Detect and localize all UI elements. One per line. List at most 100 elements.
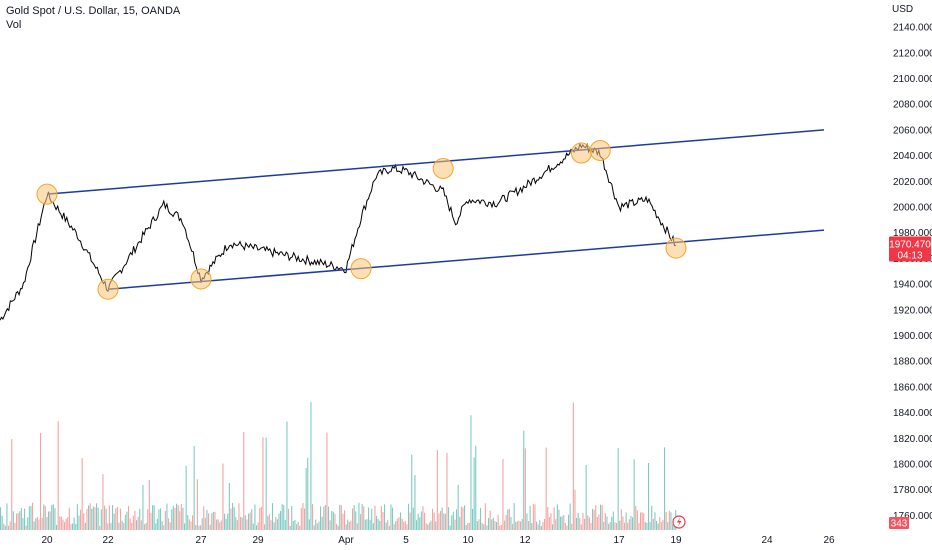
touch-point-marker[interactable] xyxy=(570,142,592,164)
channel-lower-line[interactable] xyxy=(107,229,825,290)
volume-bar xyxy=(435,521,437,530)
volume-bar xyxy=(228,483,230,530)
volume-bar xyxy=(52,504,54,530)
volume-bar xyxy=(65,518,67,530)
volume-bar xyxy=(307,457,309,530)
volume-bar xyxy=(144,524,146,530)
volume-bar xyxy=(635,505,637,530)
volume-bar xyxy=(121,520,123,530)
touch-point-marker[interactable] xyxy=(589,139,611,161)
price-tick-label: 1980.000 xyxy=(893,228,932,239)
volume-bar xyxy=(667,522,669,530)
volume-bar xyxy=(260,506,262,530)
volume-bar xyxy=(579,518,581,530)
volume-bar xyxy=(348,522,350,530)
price-axis[interactable]: USD 2140.000 2120.000 2100.000 2080.000 2060… xyxy=(892,4,932,522)
volume-bar xyxy=(612,511,614,530)
volume-label[interactable]: Vol xyxy=(6,19,22,31)
volume-bar xyxy=(209,524,211,530)
volume-bar xyxy=(633,459,635,530)
volume-bar xyxy=(590,523,592,530)
volume-bar xyxy=(452,511,454,530)
time-axis[interactable]: 20 22 27 29 Apr 5 10 12 17 19 24 26 xyxy=(41,535,835,546)
volume-bar xyxy=(107,523,109,530)
volume-bar xyxy=(153,505,155,530)
volume-bar xyxy=(216,519,218,530)
volume-bar xyxy=(417,513,419,530)
volume-bar xyxy=(523,430,525,530)
volume-bar xyxy=(544,519,546,530)
volume-bar xyxy=(476,521,478,530)
volume-bar xyxy=(425,523,427,530)
volume-bar xyxy=(582,512,584,530)
volume-bar xyxy=(180,504,182,530)
volume-bar xyxy=(73,517,75,530)
volume-bar xyxy=(592,508,594,530)
volume-bar xyxy=(171,509,173,530)
volume-bar xyxy=(80,509,82,530)
volume-bar xyxy=(296,524,298,530)
touch-point-marker[interactable] xyxy=(432,157,454,179)
volume-bar xyxy=(350,520,352,530)
lightning-icon[interactable] xyxy=(672,515,686,529)
volume-bar xyxy=(272,503,274,530)
volume-bar xyxy=(161,521,163,530)
volume-bar xyxy=(444,513,446,530)
volume-bar xyxy=(545,447,547,530)
volume-bar xyxy=(609,522,611,530)
volume-bar xyxy=(540,526,542,530)
volume-bar xyxy=(411,454,413,530)
volume-bar xyxy=(600,504,602,530)
time-tick-label: 20 xyxy=(41,535,53,546)
volume-bar xyxy=(115,508,117,530)
volume-bar xyxy=(89,503,91,530)
volume-bar xyxy=(344,510,346,530)
touch-point-marker[interactable] xyxy=(665,237,687,259)
volume-bar xyxy=(499,525,501,530)
volume-bar xyxy=(513,503,515,530)
volume-bar xyxy=(203,506,205,530)
volume-bar xyxy=(35,518,37,530)
touch-point-marker[interactable] xyxy=(36,183,58,205)
volume-bar xyxy=(59,516,61,530)
volume-bar xyxy=(427,524,429,530)
volume-bar xyxy=(588,517,590,530)
volume-bar xyxy=(94,507,96,530)
volume-bar xyxy=(561,516,563,530)
symbol-title[interactable]: Gold Spot / U.S. Dollar, 15, OANDA xyxy=(6,5,181,17)
volume-bar xyxy=(286,421,288,530)
volume-bar xyxy=(654,512,656,530)
time-tick-label: 22 xyxy=(102,535,114,546)
volume-bar xyxy=(292,521,294,530)
volume-bar xyxy=(225,518,227,530)
price-tick-label: 2000.000 xyxy=(893,203,932,214)
volume-bar xyxy=(496,522,498,530)
volume-bar xyxy=(520,521,522,530)
volume-bar xyxy=(16,513,18,530)
volume-bar xyxy=(334,513,336,530)
volume-bar xyxy=(443,513,445,530)
volume-bar xyxy=(355,511,357,530)
time-tick-label: 24 xyxy=(761,535,773,546)
volume-bar xyxy=(659,517,661,530)
volume-bar xyxy=(78,515,80,530)
volume-bar xyxy=(547,507,549,530)
volume-bar xyxy=(358,502,360,530)
touch-markers xyxy=(36,139,687,300)
touch-point-marker[interactable] xyxy=(190,268,212,290)
volume-bar xyxy=(374,505,376,530)
volume-bar xyxy=(467,523,469,530)
channel-lines xyxy=(46,129,825,290)
volume-bar xyxy=(99,525,101,530)
volume-bar xyxy=(636,510,638,530)
volume-bar xyxy=(627,522,629,530)
volume-bar xyxy=(4,525,6,530)
volume-bar xyxy=(264,524,266,530)
time-tick-label: 10 xyxy=(462,535,474,546)
touch-point-marker[interactable] xyxy=(350,258,372,280)
volume-bar xyxy=(118,522,120,530)
volume-bar xyxy=(571,523,573,530)
volume-bar xyxy=(270,520,272,530)
touch-point-marker[interactable] xyxy=(97,278,119,300)
